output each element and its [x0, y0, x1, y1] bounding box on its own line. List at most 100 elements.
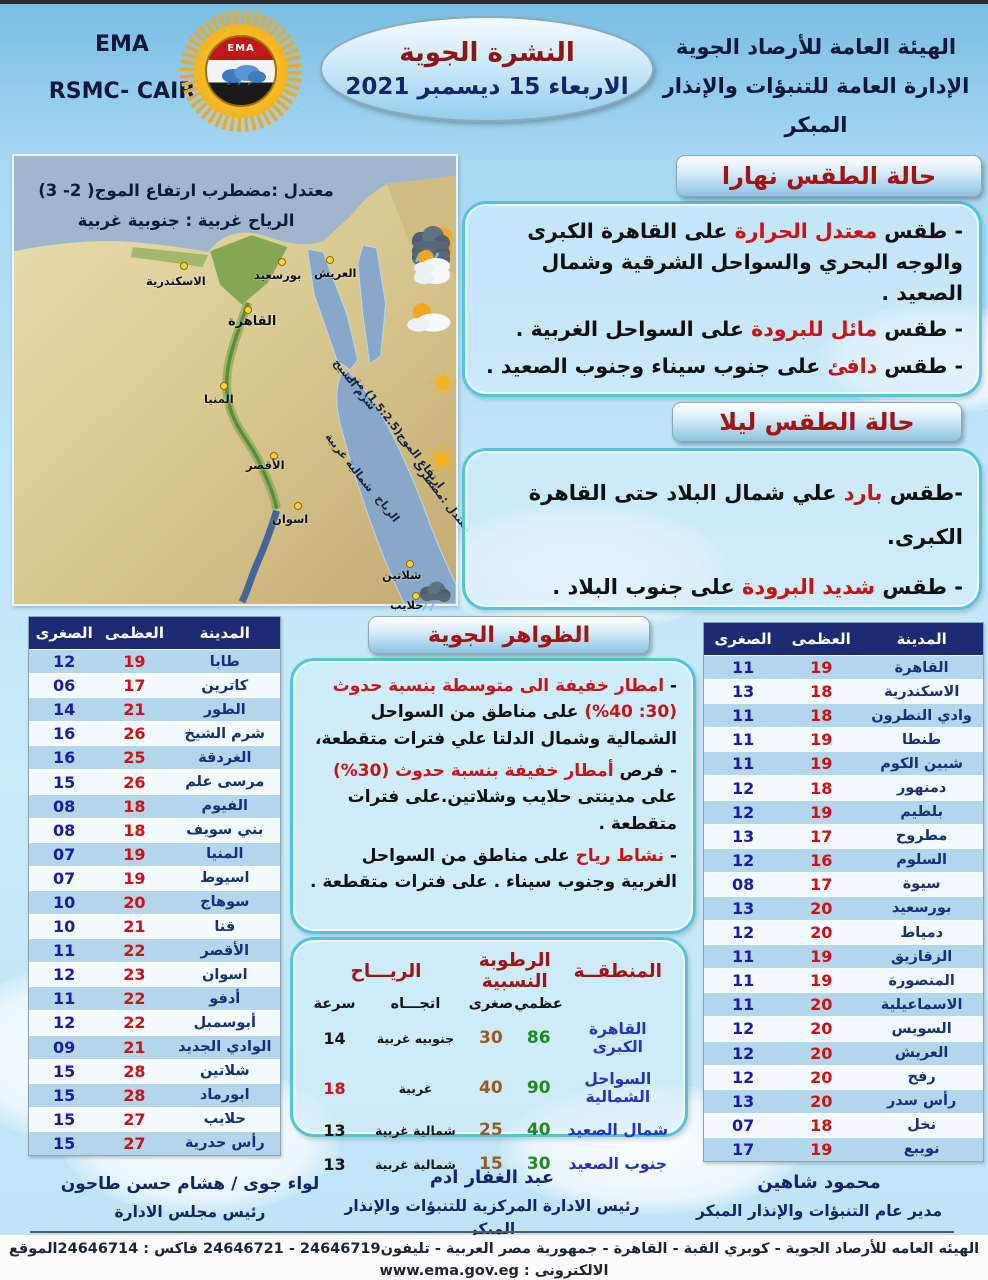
- humidity-min-value: 25: [479, 1120, 503, 1140]
- forecast-bullet: - نشاط رياح على مناطق من السواحل الغربية…: [309, 846, 677, 893]
- table-row: الغردقة 25 16: [29, 745, 280, 770]
- table-row: طابا 19 12: [29, 649, 280, 674]
- min-temp: 15: [53, 1109, 76, 1129]
- logo-cloud-icon: [222, 65, 266, 85]
- city-name: رفح: [907, 1069, 936, 1086]
- table-row: الأقصر 22 11: [29, 938, 280, 963]
- city-name: شرم الشيخ: [184, 725, 266, 742]
- humidity-min-value: 40: [479, 1078, 503, 1098]
- humidity-table-humidity-header: الرطوبة النسبية: [478, 950, 551, 992]
- min-temp: 12: [731, 850, 755, 870]
- table-row: الوادي الجديد 21 09: [29, 1034, 280, 1059]
- city-name: بورسعيد: [891, 900, 952, 917]
- org-name-line1: الهيئة العامة للأرصاد الجوية: [675, 35, 957, 59]
- org-abbreviation: EMA RSMC- CAIR: [42, 32, 202, 104]
- map-city-label: الأقصر: [246, 458, 285, 472]
- max-temp: 22: [123, 941, 146, 961]
- table-row: أدفو 22 11: [29, 986, 280, 1011]
- city-name: رأس حدرية: [184, 1135, 265, 1152]
- max-temp: 22: [123, 1013, 146, 1033]
- max-temp: 27: [123, 1133, 146, 1153]
- table-row: المنيا 19 07: [29, 841, 280, 866]
- wind-speed-value: 14: [323, 1028, 346, 1048]
- table-row: الزقازيق 19 11: [704, 944, 983, 969]
- wind-direction-value: شمالية غربية: [375, 1122, 456, 1138]
- max-temp: 19: [123, 652, 146, 672]
- table-row: بلطيم 19 12: [704, 799, 983, 824]
- forecast-bullet: - فرص أمطار خفيفة بنسبة حدوث (30%) على م…: [332, 761, 677, 834]
- max-temp: 19: [810, 754, 833, 774]
- day-weather-section-title: حالة الطقس نهارا: [676, 155, 982, 197]
- city-name: القاهرة: [894, 659, 949, 676]
- region-name: شمال الصعيد: [567, 1121, 669, 1139]
- contact-address-line: الهيئه العامه للأرصاد الجوية - كوبري الق…: [8, 1241, 980, 1279]
- city-name: اسوان: [201, 966, 248, 983]
- forecast-bullet: - طقس معتدل الحرارة على القاهرة الكبرى و…: [527, 219, 963, 305]
- min-temp: 12: [731, 802, 755, 822]
- min-temp: 12: [731, 923, 755, 943]
- min-temp: 13: [731, 898, 755, 918]
- min-temp: 13: [731, 682, 755, 702]
- table-header-row: المدينة العظمى الصغرى: [704, 623, 983, 655]
- max-temp: 27: [123, 1109, 146, 1129]
- wind-direction-value: غربية: [398, 1080, 433, 1096]
- min-temp: 12: [731, 1043, 755, 1063]
- contact-strip: الهيئه العامه للأرصاد الجوية - كوبري الق…: [0, 1235, 988, 1280]
- min-temp: 15: [53, 1133, 76, 1153]
- min-temp: 08: [53, 796, 76, 816]
- map-city-label: القاهرة: [228, 314, 277, 329]
- max-temp: 19: [123, 844, 146, 864]
- city-name: سوهاج: [200, 894, 250, 911]
- min-temp: 11: [731, 971, 755, 991]
- city-name: اسيوط: [200, 870, 250, 887]
- city-name: الفيوم: [201, 798, 249, 815]
- humidity-min-subheader: صغرى: [468, 996, 514, 1012]
- min-temp: 11: [731, 995, 755, 1015]
- column-header: الصغرى: [35, 624, 93, 642]
- max-temp: 28: [123, 1085, 146, 1105]
- city-name: رأس سدر: [886, 1093, 957, 1110]
- city-name: دمياط: [900, 924, 944, 941]
- max-temp: 23: [123, 965, 146, 985]
- signature-title: رئيس مجلس الادارة: [114, 1203, 266, 1221]
- humidity-max-value: 90: [526, 1078, 551, 1098]
- bulletin-title-oval: النشرة الجوية الاربعاء 15 ديسمبر 2021: [320, 16, 654, 122]
- table-row: ابورماد 28 15: [29, 1082, 280, 1107]
- min-temp: 08: [53, 820, 76, 840]
- city-name: مطروح: [895, 828, 948, 845]
- table-row: دمياط 20 12: [704, 920, 983, 945]
- min-temp: 16: [53, 748, 76, 768]
- column-header: المدينة: [896, 630, 947, 648]
- table-row: اسيوط 19 07: [29, 865, 280, 890]
- max-temp: 18: [810, 1115, 833, 1135]
- logo-emblem: EMA: [205, 35, 277, 107]
- org-abbreviation-line2: RSMC- CAIR: [48, 79, 196, 104]
- max-temp: 20: [810, 923, 833, 943]
- max-temp: 17: [123, 676, 146, 696]
- max-temp: 20: [810, 1043, 833, 1063]
- min-temp: 06: [53, 676, 76, 696]
- night-weather-box: -طقس بارد علي شمال البلاد حتى القاهرة ال…: [462, 448, 982, 610]
- table-row: السلوم 16 12: [704, 847, 983, 872]
- city-name: ابورماد: [199, 1087, 250, 1104]
- egypt-map-graphic: [14, 156, 456, 604]
- max-temp: 21: [123, 1037, 146, 1057]
- max-temp: 26: [123, 724, 146, 744]
- table-row: الاسماعيلية 20 11: [704, 992, 983, 1017]
- signature-name: عبد الغفار ادم: [429, 1167, 555, 1188]
- bulletin-date: الاربعاء 15 ديسمبر 2021: [345, 74, 629, 100]
- min-temp: 12: [731, 1067, 755, 1087]
- max-temp: 19: [810, 730, 833, 750]
- map-city-label: المنيا: [204, 392, 234, 406]
- humidity-table-wind-header: الريـــاح: [350, 960, 422, 982]
- table-row: قنا 21 10: [29, 914, 280, 939]
- humidity-max-value: 30: [526, 1154, 551, 1174]
- signature-title: رئيس الادارة المركزية للتنبؤات والإنذار …: [344, 1197, 640, 1239]
- min-temp: 11: [731, 947, 755, 967]
- min-temp: 12: [53, 652, 76, 672]
- min-temp: 15: [53, 772, 76, 792]
- humidity-table-region-header: المنطقــة: [573, 960, 663, 982]
- logo-ema-text: EMA: [227, 43, 255, 54]
- mediterranean-sea-state-note: معتدل :مضطرب ارتفاع الموج( 2- 3) الرياح …: [36, 176, 336, 235]
- table-row: الاسكندرية 18 13: [704, 679, 983, 704]
